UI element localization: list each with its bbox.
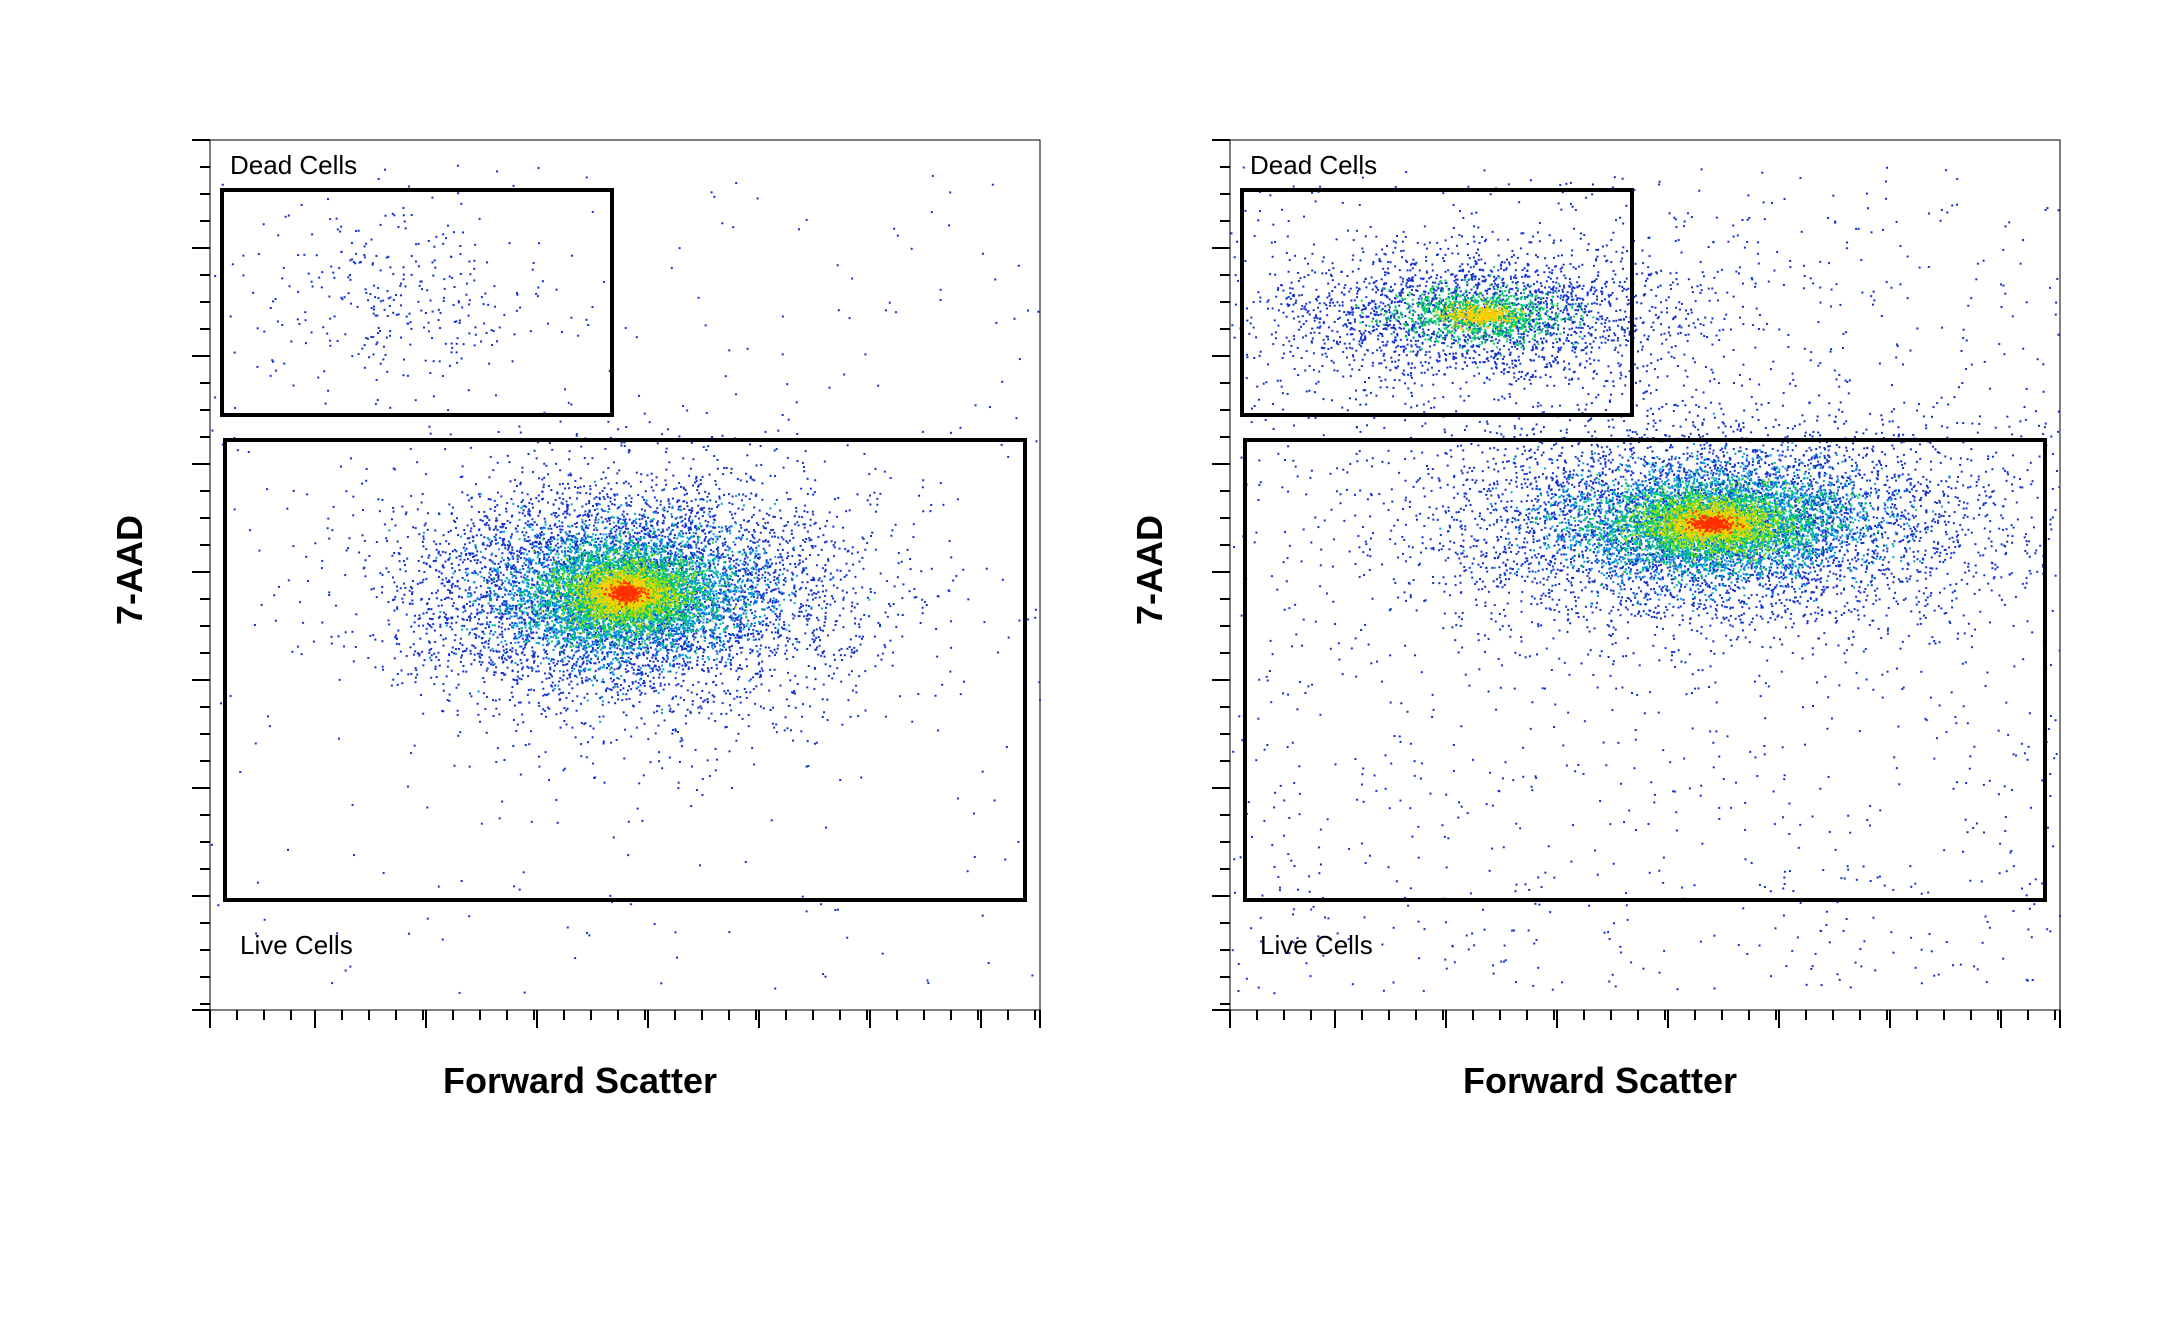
- right-live-cells-label: Live Cells: [1260, 930, 1373, 961]
- figure-page: 7-AAD Forward Scatter Dead Cells Live Ce…: [0, 0, 2172, 1339]
- left-flow-panel: 7-AAD Forward Scatter Dead Cells Live Ce…: [80, 100, 1080, 1200]
- right-dead-cells-label: Dead Cells: [1250, 150, 1377, 181]
- right-x-axis-label: Forward Scatter: [1463, 1060, 1737, 1102]
- left-flow-svg: [80, 100, 1080, 1200]
- left-y-axis-label: 7-AAD: [109, 515, 151, 625]
- left-x-axis-label: Forward Scatter: [443, 1060, 717, 1102]
- right-y-axis-label: 7-AAD: [1129, 515, 1171, 625]
- right-flow-svg: [1100, 100, 2100, 1200]
- left-dead-cells-label: Dead Cells: [230, 150, 357, 181]
- right-flow-panel: 7-AAD Forward Scatter Dead Cells Live Ce…: [1100, 100, 2100, 1200]
- left-live-cells-label: Live Cells: [240, 930, 353, 961]
